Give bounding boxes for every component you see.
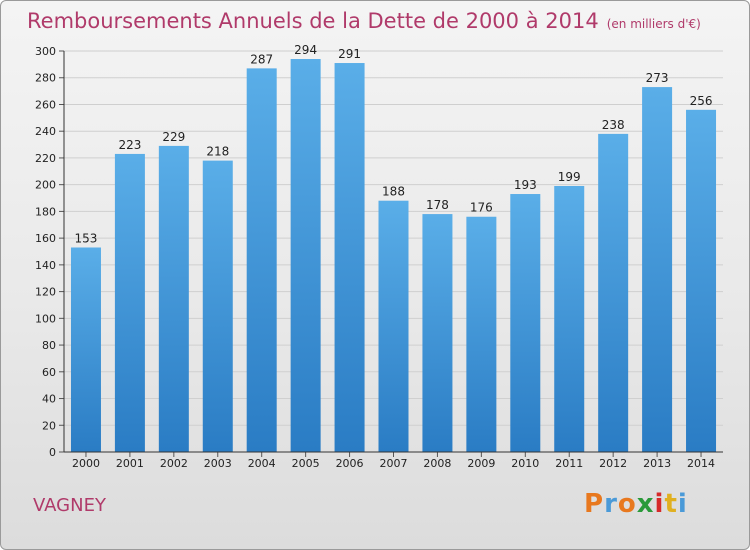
bar (598, 133, 629, 452)
bar (378, 200, 409, 452)
y-tick-label: 260 (35, 98, 56, 111)
bar (422, 214, 453, 452)
y-tick-label: 180 (35, 205, 56, 218)
bar (246, 68, 277, 453)
bar-value-label: 188 (382, 185, 405, 199)
logo-letter: P (584, 489, 605, 519)
y-axis: 0 20 40 60 80 100 120 140 160 180 200 220 240 260 280 3… (35, 45, 64, 459)
y-tick-label: 140 (35, 259, 56, 272)
chart-title-text: Remboursements Annuels de la Dette de 20… (27, 9, 599, 33)
logo-letter: t (664, 489, 678, 519)
bar-value-label: 273 (646, 71, 669, 85)
bar-value-label: 193 (514, 178, 537, 192)
x-tick-label: 2008 (423, 457, 451, 470)
commune-name: VAGNEY (33, 495, 106, 516)
logo-letter: i (677, 489, 688, 519)
chart-subtitle: (en milliers d'€) (606, 17, 701, 31)
y-tick-label: 220 (35, 152, 56, 165)
bar-value-label: 153 (75, 231, 98, 245)
x-tick-label: 2010 (511, 457, 539, 470)
bar (642, 87, 673, 452)
x-axis: 2000 2001 2002 2003 2004 2005 2006 2007 2008 2009… (63, 51, 723, 470)
y-tick-label: 200 (35, 179, 56, 192)
y-tick-label: 60 (42, 366, 56, 379)
bar (114, 153, 145, 452)
y-tick-label: 300 (35, 45, 56, 58)
x-tick-label: 2011 (555, 457, 583, 470)
x-tick-label: 2004 (248, 457, 276, 470)
x-tick-label: 2001 (116, 457, 144, 470)
y-tick-label: 100 (35, 312, 56, 325)
y-tick-label: 80 (42, 339, 56, 352)
x-tick-label: 2005 (292, 457, 320, 470)
y-tick-label: 280 (35, 72, 56, 85)
bar-value-label: 287 (250, 52, 273, 66)
bar (466, 216, 497, 452)
x-tick-label: 2000 (72, 457, 100, 470)
bar-value-label: 294 (294, 43, 317, 57)
logo-letter: r (604, 489, 618, 519)
bar-value-label: 199 (558, 170, 581, 184)
bars: 153 223 229 218 287 294 291 188 178 176 193 199 238 2… (70, 43, 717, 453)
x-tick-label: 2009 (467, 457, 495, 470)
chart-title: Remboursements Annuels de la Dette de 20… (27, 9, 701, 33)
bar (686, 109, 717, 453)
x-tick-label: 2012 (599, 457, 627, 470)
bar-value-label: 229 (162, 130, 185, 144)
x-tick-label: 2007 (380, 457, 408, 470)
bar (510, 194, 541, 453)
y-tick-label: 40 (42, 393, 56, 406)
bar (554, 186, 585, 452)
logo-letter: o (617, 489, 637, 519)
bar-value-label: 223 (118, 138, 141, 152)
y-tick-label: 160 (35, 232, 56, 245)
bar (202, 160, 233, 452)
bar (158, 145, 189, 453)
bar (334, 63, 365, 452)
y-tick-label: 20 (42, 419, 56, 432)
logo-letter: x (636, 489, 655, 519)
bar-value-label: 218 (206, 145, 229, 159)
logo-letter: i (654, 489, 665, 519)
x-tick-label: 2013 (643, 457, 671, 470)
y-tick-label: 120 (35, 286, 56, 299)
x-tick-label: 2014 (687, 457, 715, 470)
y-tick-label: 240 (35, 125, 56, 138)
proxiti-logo: Proxiti (584, 489, 688, 519)
bar-value-label: 256 (690, 94, 713, 108)
bar-value-label: 178 (426, 198, 449, 212)
bar-value-label: 291 (338, 47, 361, 61)
y-tick-label: 0 (49, 446, 56, 459)
bar (290, 59, 321, 453)
bar-value-label: 176 (470, 201, 493, 215)
x-tick-label: 2006 (336, 457, 364, 470)
bar-value-label: 238 (602, 118, 625, 132)
x-tick-label: 2002 (160, 457, 188, 470)
bar (70, 247, 101, 452)
x-tick-label: 2003 (204, 457, 232, 470)
